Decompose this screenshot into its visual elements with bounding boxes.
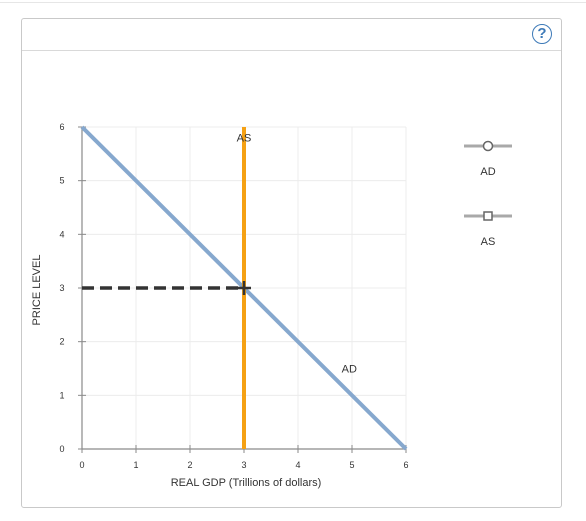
y-tick-label-6: 6	[59, 122, 64, 132]
top-rule	[0, 2, 586, 3]
y-tick-label-4: 4	[59, 229, 64, 239]
legend-label-ad: AD	[480, 166, 496, 178]
y-tick-label-3: 3	[59, 283, 64, 293]
x-tick-label-1: 1	[133, 460, 138, 470]
x-tick-label-2: 2	[187, 460, 192, 470]
ad-curve-label: AD	[342, 364, 357, 376]
help-button[interactable]: ?	[532, 24, 552, 44]
x-tick-label-0: 0	[79, 460, 84, 470]
y-tick-label-2: 2	[59, 337, 64, 347]
y-tick-label-0: 0	[59, 444, 64, 454]
graph-panel: ?	[21, 18, 562, 508]
x-tick-label-6: 6	[403, 460, 408, 470]
y-tick-label-5: 5	[59, 176, 64, 186]
legend-ad-marker-icon	[464, 140, 512, 152]
panel-header: ?	[22, 19, 561, 51]
y-tick-label-1: 1	[59, 390, 64, 400]
x-tick-label-5: 5	[349, 460, 354, 470]
x-tick-label-3: 3	[241, 460, 246, 470]
y-axis-label: PRICE LEVEL	[31, 255, 43, 326]
legend-item-ad[interactable]: AD	[462, 138, 514, 178]
legend-item-as[interactable]: AS	[462, 208, 514, 248]
x-tick-label-4: 4	[295, 460, 300, 470]
as-curve-label: AS	[237, 133, 252, 145]
legend-label-as: AS	[480, 236, 496, 248]
legend-as-marker-icon	[464, 211, 512, 221]
x-axis-label: REAL GDP (Trillions of dollars)	[171, 477, 322, 489]
